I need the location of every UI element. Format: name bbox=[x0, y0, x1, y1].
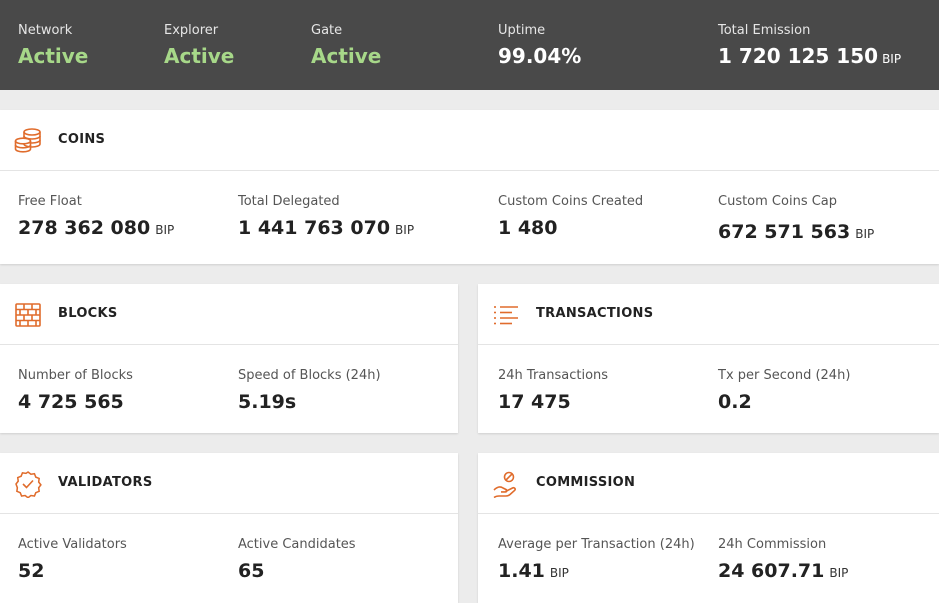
commission-card-title: COMMISSION bbox=[536, 475, 636, 490]
blocks-card-header: BLOCKS bbox=[0, 284, 458, 345]
free-float-label: Free Float bbox=[18, 194, 82, 209]
brick-wall-icon bbox=[14, 301, 42, 329]
active-validators-value: 52 bbox=[18, 560, 45, 582]
speed-of-blocks-value: 5.19s bbox=[238, 391, 297, 413]
coins-card: COINS Free Float 278 362 080 BIP Total De… bbox=[0, 110, 939, 264]
status-gate: Gate Active bbox=[311, 23, 381, 69]
status-total-emission-value: 1 720 125 150 BIP bbox=[718, 43, 901, 72]
metric-custom-coins-created: Custom Coins Created 1 480 bbox=[498, 194, 643, 241]
tx-per-second-label: Tx per Second (24h) bbox=[718, 368, 851, 383]
custom-coins-created-value: 1 480 bbox=[498, 217, 558, 239]
list-icon bbox=[492, 301, 520, 329]
blocks-card-title: BLOCKS bbox=[58, 306, 118, 321]
active-candidates-label: Active Candidates bbox=[238, 537, 356, 552]
commission-24h-unit: BIP bbox=[829, 566, 849, 580]
status-explorer-label: Explorer bbox=[164, 23, 219, 38]
active-validators-label: Active Validators bbox=[18, 537, 127, 552]
metric-custom-coins-cap: Custom Coins Cap 672 571 563 BIP bbox=[718, 194, 874, 247]
total-delegated-label: Total Delegated bbox=[238, 194, 340, 209]
blocks-card: BLOCKS Number of Blocks 4 725 565 Speed … bbox=[0, 284, 458, 433]
metric-24h-transactions: 24h Transactions 17 475 bbox=[498, 368, 608, 415]
tx-24h-value: 17 475 bbox=[498, 391, 571, 413]
commission-card-header: COMMISSION bbox=[478, 453, 939, 514]
coins-card-title: COINS bbox=[58, 132, 106, 147]
status-gate-value: Active bbox=[311, 44, 382, 68]
total-emission-number: 1 720 125 150 bbox=[718, 44, 879, 68]
check-badge-icon bbox=[14, 470, 42, 498]
status-network-label: Network bbox=[18, 23, 73, 38]
custom-coins-cap-value: 672 571 563 BIP bbox=[718, 219, 874, 247]
metric-free-float: Free Float 278 362 080 BIP bbox=[18, 194, 174, 243]
speed-of-blocks-label: Speed of Blocks (24h) bbox=[238, 368, 381, 383]
total-emission-unit: BIP bbox=[882, 52, 902, 66]
status-network: Network Active bbox=[18, 23, 88, 69]
avg-per-tx-value: 1.41 BIP bbox=[498, 558, 695, 586]
number-of-blocks-label: Number of Blocks bbox=[18, 368, 133, 383]
commission-24h-number: 24 607.71 bbox=[718, 560, 825, 582]
coins-stack-icon bbox=[14, 127, 42, 155]
transactions-card: TRANSACTIONS 24h Transactions 17 475 Tx … bbox=[478, 284, 939, 433]
metric-active-candidates: Active Candidates 65 bbox=[238, 537, 356, 584]
active-candidates-value: 65 bbox=[238, 560, 265, 582]
hand-coin-icon bbox=[492, 470, 520, 498]
tx-24h-label: 24h Transactions bbox=[498, 368, 609, 383]
metric-tx-per-second: Tx per Second (24h) 0.2 bbox=[718, 368, 850, 415]
free-float-unit: BIP bbox=[155, 223, 175, 237]
commission-24h-label: 24h Commission bbox=[718, 537, 827, 552]
free-float-value: 278 362 080 BIP bbox=[18, 215, 174, 243]
status-total-emission: Total Emission 1 720 125 150 BIP bbox=[718, 23, 901, 72]
avg-per-tx-label: Average per Transaction (24h) bbox=[498, 537, 695, 552]
avg-per-tx-number: 1.41 bbox=[498, 560, 545, 582]
tx-per-second-value: 0.2 bbox=[718, 391, 752, 413]
status-network-value: Active bbox=[18, 44, 89, 68]
free-float-number: 278 362 080 bbox=[18, 217, 151, 239]
custom-coins-cap-label: Custom Coins Cap bbox=[718, 194, 838, 209]
number-of-blocks-value: 4 725 565 bbox=[18, 391, 124, 413]
status-explorer: Explorer Active bbox=[164, 23, 234, 69]
total-delegated-unit: BIP bbox=[395, 223, 415, 237]
metric-total-delegated: Total Delegated 1 441 763 070 BIP bbox=[238, 194, 414, 243]
commission-24h-value: 24 607.71 BIP bbox=[718, 558, 848, 586]
custom-coins-cap-unit: BIP bbox=[855, 227, 875, 241]
commission-card: COMMISSION Average per Transaction (24h)… bbox=[478, 453, 939, 603]
validators-card-header: VALIDATORS bbox=[0, 453, 458, 514]
status-uptime-value: 99.04% bbox=[498, 44, 582, 68]
validators-card: VALIDATORS Active Validators 52 Active C… bbox=[0, 453, 458, 603]
custom-coins-created-label: Custom Coins Created bbox=[498, 194, 644, 209]
transactions-card-title: TRANSACTIONS bbox=[536, 306, 654, 321]
custom-coins-cap-number: 672 571 563 bbox=[718, 221, 851, 243]
status-total-emission-label: Total Emission bbox=[718, 23, 811, 38]
validators-card-title: VALIDATORS bbox=[58, 475, 153, 490]
transactions-card-header: TRANSACTIONS bbox=[478, 284, 939, 345]
status-uptime-label: Uptime bbox=[498, 23, 546, 38]
metric-active-validators: Active Validators 52 bbox=[18, 537, 127, 584]
status-uptime: Uptime 99.04% bbox=[498, 23, 581, 69]
status-gate-label: Gate bbox=[311, 23, 343, 38]
total-delegated-number: 1 441 763 070 bbox=[238, 217, 391, 239]
metric-speed-of-blocks: Speed of Blocks (24h) 5.19s bbox=[238, 368, 381, 415]
metric-24h-commission: 24h Commission 24 607.71 BIP bbox=[718, 537, 848, 586]
total-delegated-value: 1 441 763 070 BIP bbox=[238, 215, 414, 243]
coins-card-header: COINS bbox=[0, 110, 939, 171]
avg-per-tx-unit: BIP bbox=[549, 566, 569, 580]
network-status-bar: Network Active Explorer Active Gate Acti… bbox=[0, 0, 939, 90]
metric-average-per-transaction: Average per Transaction (24h) 1.41 BIP bbox=[498, 537, 695, 586]
metric-number-of-blocks: Number of Blocks 4 725 565 bbox=[18, 368, 133, 415]
status-explorer-value: Active bbox=[164, 44, 235, 68]
